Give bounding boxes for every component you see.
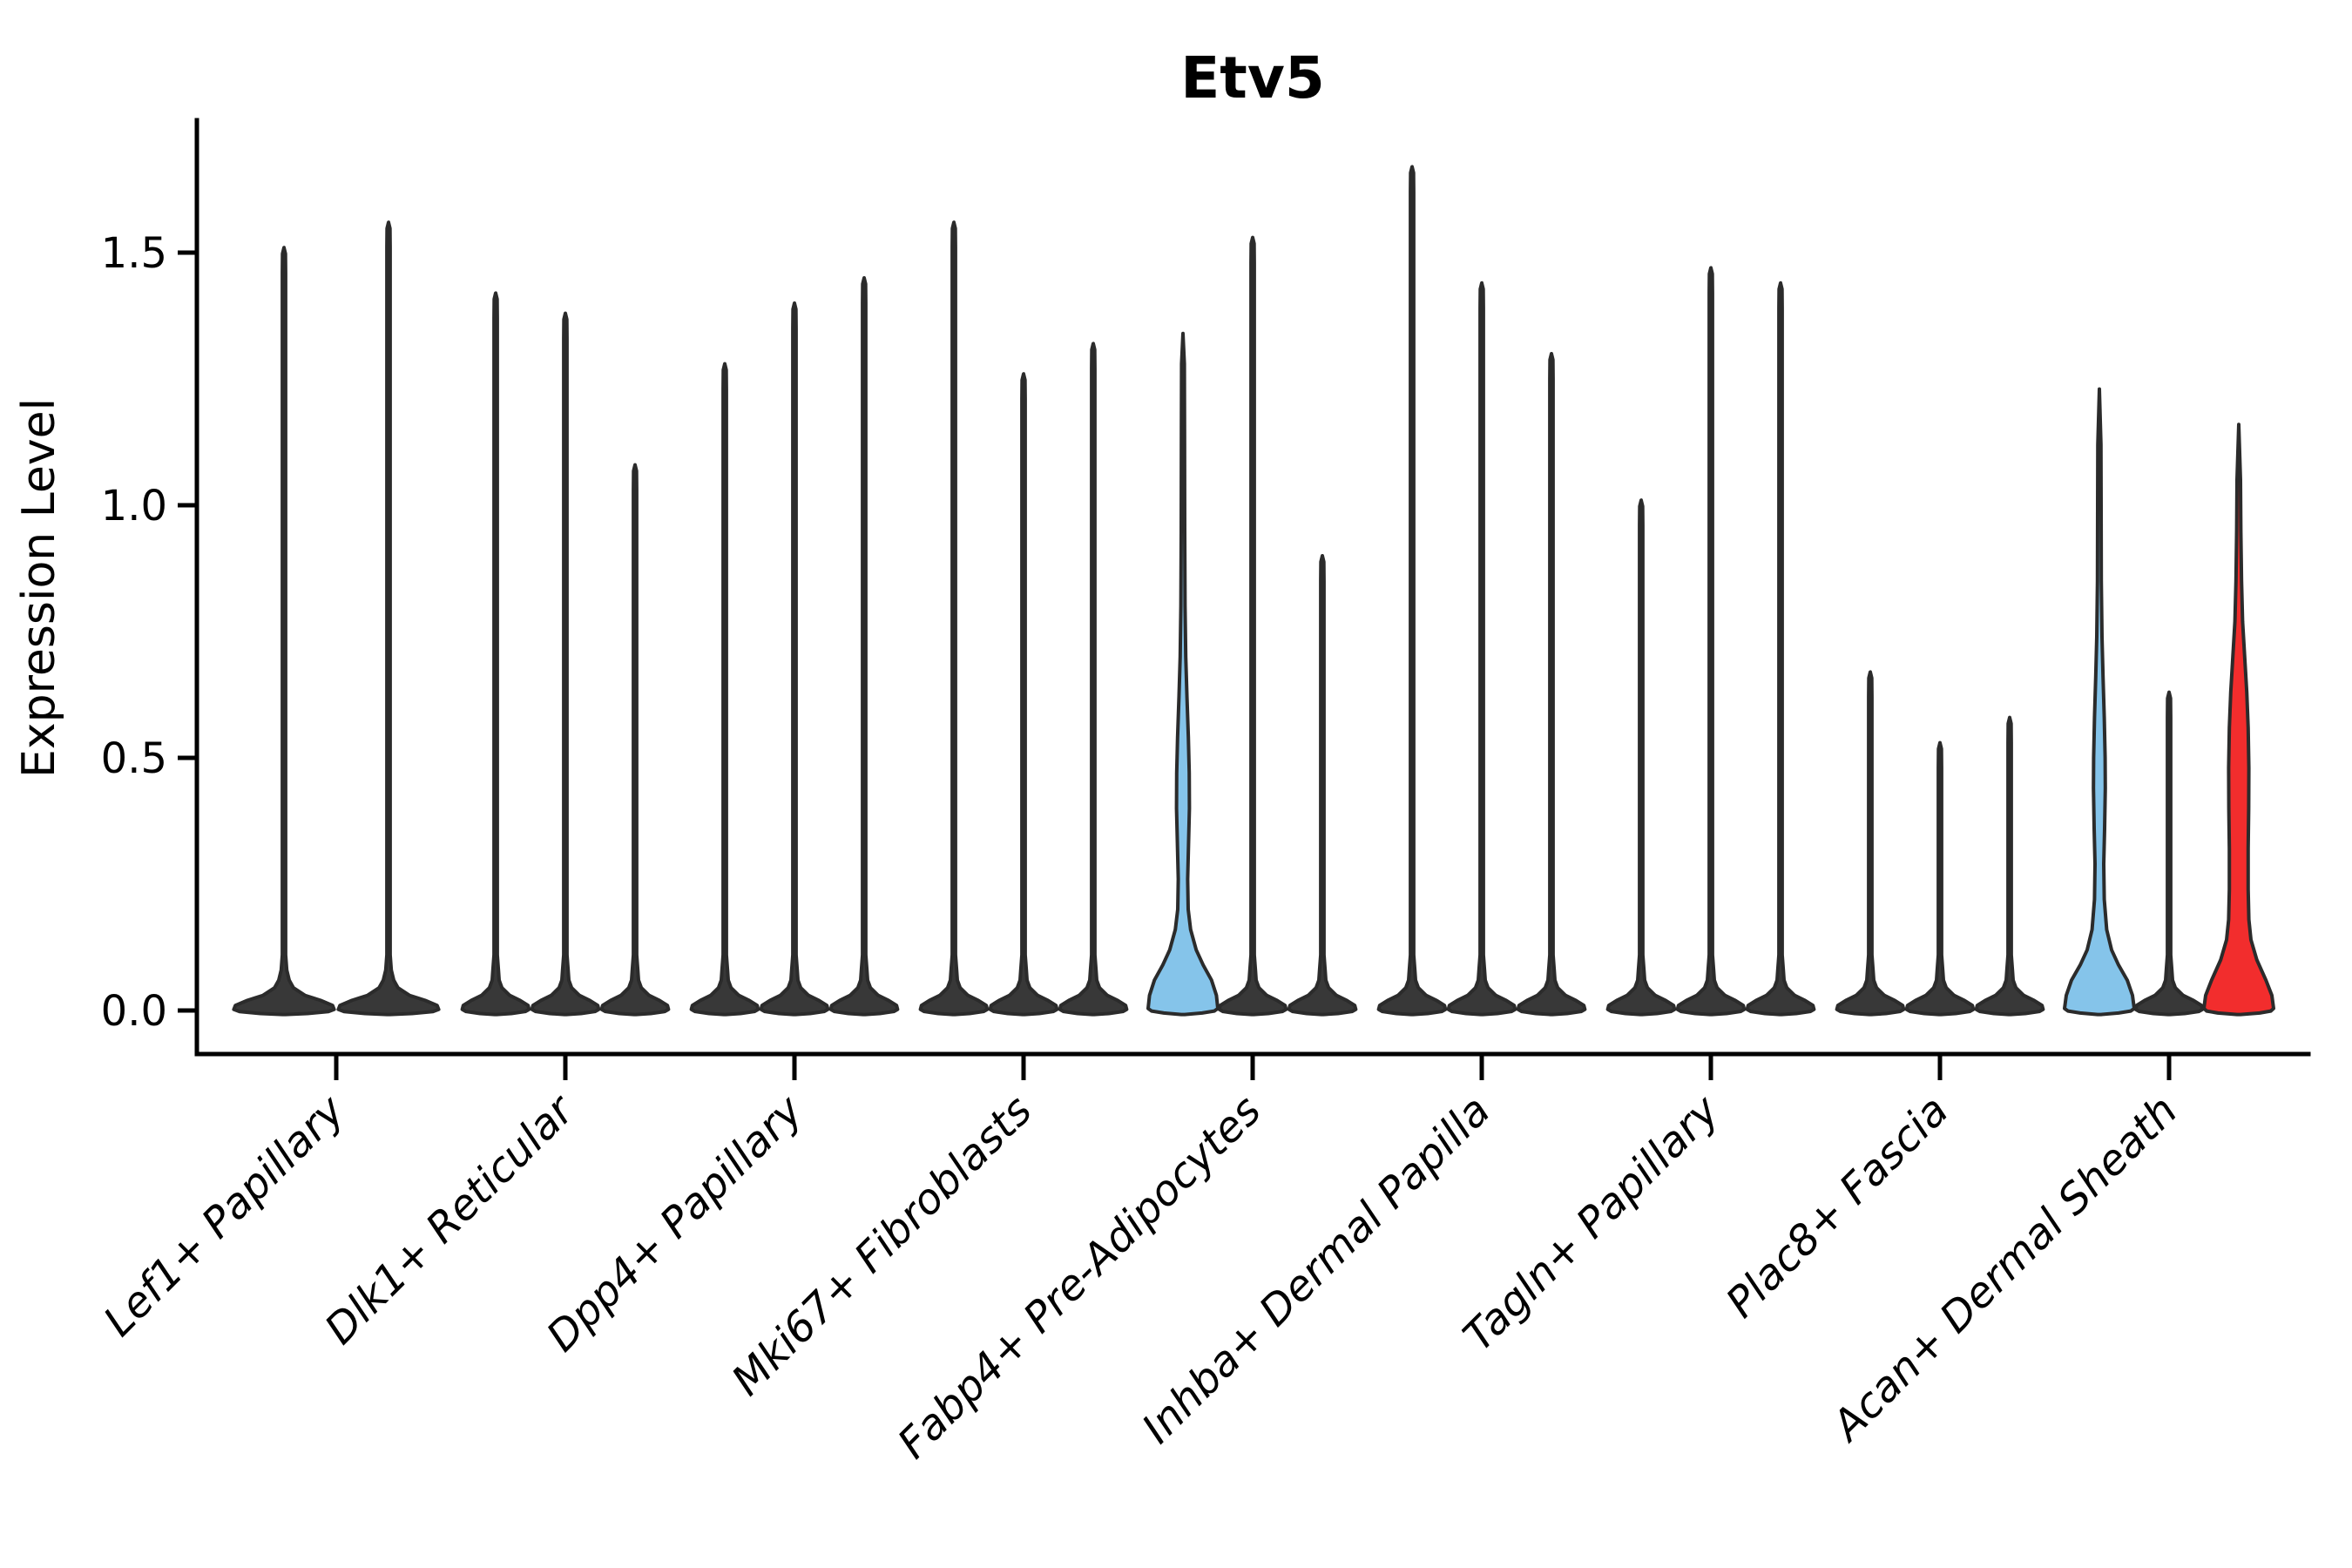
violin-6-2 <box>1745 280 1816 1017</box>
violin-1-1 <box>530 311 601 1017</box>
violin-3-2 <box>1058 341 1129 1017</box>
violin-8-2 <box>2202 422 2275 1017</box>
violin-5-2 <box>1516 352 1587 1017</box>
y-tick-label-0: 0.0 <box>101 987 167 1036</box>
violin-8-0 <box>2063 387 2136 1017</box>
violin-1-0 <box>460 291 531 1017</box>
y-tick-label-1: 0.5 <box>101 734 167 783</box>
violin-1-2 <box>599 463 671 1017</box>
violin-2-1 <box>759 301 830 1017</box>
y-axis-ticks: 0.0 0.5 1.0 1.5 <box>101 229 197 1036</box>
violin-4-2 <box>1287 554 1358 1017</box>
violin-8-1 <box>2133 690 2205 1017</box>
violin-3-1 <box>988 372 1059 1017</box>
x-tick-label-1: Dlk1+ Reticular <box>315 1085 585 1355</box>
violin-7-2 <box>1974 715 2045 1017</box>
violin-0-1 <box>336 220 441 1017</box>
y-axis-label: Expression Level <box>13 398 65 778</box>
x-tick-label-2: Dpp4+ Papillary <box>537 1085 813 1361</box>
violin-5-1 <box>1446 280 1517 1017</box>
x-tick-label-7: Plac8+ Fascia <box>1717 1086 1958 1328</box>
violin-2-2 <box>828 276 900 1017</box>
y-tick-label-3: 1.5 <box>101 229 167 278</box>
violin-7-0 <box>1835 670 1906 1017</box>
y-tick-label-2: 1.0 <box>101 482 167 531</box>
violin-4-0 <box>1146 331 1220 1017</box>
violin-2-0 <box>689 362 760 1017</box>
violin-7-1 <box>1904 740 1976 1017</box>
violin-3-0 <box>918 220 990 1017</box>
violin-4-1 <box>1217 235 1288 1017</box>
x-tick-label-6: Tagln+ Papillary <box>1454 1085 1729 1361</box>
violin-0-0 <box>232 246 336 1017</box>
violin-5-0 <box>1376 165 1448 1017</box>
x-tick-label-4: Fabp4+ Pre-Adipocytes <box>889 1086 1271 1469</box>
violin-6-0 <box>1605 498 1677 1017</box>
x-tick-label-0: Lef1+ Papillary <box>94 1085 355 1346</box>
plot-title: Etv5 <box>1180 44 1325 112</box>
violins-layer <box>232 165 2275 1017</box>
violin-6-1 <box>1675 266 1747 1017</box>
